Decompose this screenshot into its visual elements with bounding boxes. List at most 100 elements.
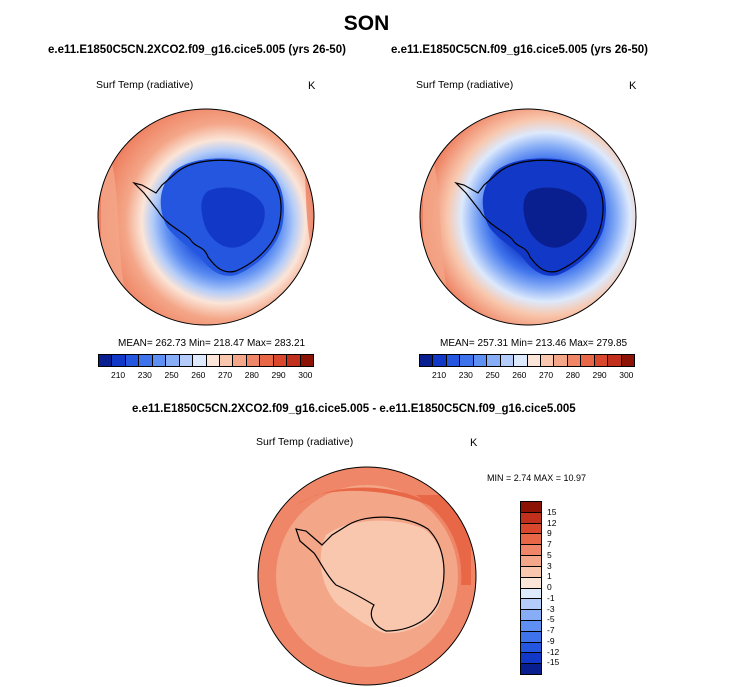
colorbar-swatch [527, 355, 541, 366]
colorbar-tick-label: 7 [547, 539, 552, 549]
diff-colorbar-ticks: 15 12 9 7 5 3 1 0 -1 -3 -5 -7 -9 -12 -15 [547, 501, 571, 673]
colorbar-tick-label: 5 [547, 549, 552, 560]
left-colorbar-ticks: 210 230 250 260 270 280 290 300 [98, 370, 312, 382]
right-unit-label: K [629, 80, 637, 92]
colorbar-swatch [521, 534, 541, 546]
colorbar-tick-label: 9 [547, 528, 552, 539]
colorbar-swatch [460, 355, 474, 366]
colorbar-tick-label: 12 [547, 517, 557, 528]
colorbar-tick-label: 210 [431, 370, 447, 380]
colorbar-swatch [125, 355, 140, 366]
colorbar-swatch [514, 355, 528, 366]
colorbar-swatch [273, 355, 288, 366]
colorbar-swatch [540, 355, 555, 366]
colorbar-swatch [139, 355, 153, 366]
colorbar-swatch [179, 355, 194, 366]
colorbar-tick-label: -9 [547, 635, 555, 646]
colorbar-tick-label: 270 [217, 370, 233, 380]
colorbar-swatch [233, 355, 247, 366]
colorbar-tick-label: -7 [547, 625, 555, 635]
colorbar-tick-label: 270 [538, 370, 554, 380]
colorbar-swatch [521, 577, 541, 589]
colorbar-swatch [521, 588, 541, 600]
colorbar-tick-label: 0 [547, 582, 552, 592]
colorbar-tick-label: 3 [547, 560, 552, 571]
colorbar-tick-label: 230 [458, 370, 473, 380]
colorbar-swatch [521, 664, 541, 674]
colorbar-swatch [608, 355, 622, 366]
colorbar-tick-label: 260 [512, 370, 527, 380]
diff-polar-map [257, 466, 477, 686]
colorbar-tick-label: 250 [485, 370, 500, 380]
colorbar-swatch [500, 355, 515, 366]
colorbar-tick-label: 280 [565, 370, 580, 380]
left-stats: MEAN= 262.73 Min= 218.47 Max= 283.21 [118, 338, 306, 349]
colorbar-swatch [219, 355, 234, 366]
colorbar-tick-label: 260 [191, 370, 206, 380]
right-stats: MEAN= 257.31 Min= 213.46 Max= 279.85 [440, 338, 628, 349]
colorbar-swatch [521, 610, 541, 621]
right-variable-label: Surf Temp (radiative) [416, 79, 514, 91]
diff-variable-label: Surf Temp (radiative) [256, 436, 354, 448]
diff-unit-label: K [470, 437, 478, 449]
colorbar-tick-label: 1 [547, 571, 552, 582]
colorbar-swatch [166, 355, 180, 366]
colorbar-swatch [521, 599, 541, 611]
colorbar-swatch [521, 631, 541, 643]
colorbar-swatch [521, 620, 541, 632]
colorbar-tick-label: 290 [271, 370, 286, 380]
colorbar-tick-label: 290 [592, 370, 607, 380]
colorbar-swatch [446, 355, 461, 366]
colorbar-swatch [152, 355, 167, 366]
colorbar-swatch [206, 355, 220, 366]
colorbar-tick-label: 15 [547, 506, 557, 517]
season-title: SON [343, 12, 390, 35]
colorbar-tick-label: 230 [137, 370, 152, 380]
colorbar-swatch [521, 566, 541, 578]
colorbar-swatch [473, 355, 488, 366]
colorbar-tick-label: 280 [244, 370, 259, 380]
colorbar-swatch [521, 545, 541, 557]
colorbar-tick-label: -5 [547, 614, 555, 625]
colorbar-swatch [300, 355, 313, 366]
right-colorbar [419, 354, 635, 367]
colorbar-swatch [554, 355, 568, 366]
right-panel-title: e.e11.E1850C5CN.f09_g16.cice5.005 (yrs 2… [391, 44, 649, 56]
colorbar-swatch [420, 355, 434, 366]
colorbar-swatch [433, 355, 447, 366]
colorbar-swatch [287, 355, 301, 366]
left-colorbar [98, 354, 314, 367]
colorbar-swatch [193, 355, 207, 366]
colorbar-tick-label: -3 [547, 603, 555, 614]
right-polar-map [419, 108, 637, 326]
colorbar-swatch [246, 355, 261, 366]
colorbar-tick-label: 300 [298, 370, 313, 380]
colorbar-tick-label: -15 [547, 657, 560, 668]
left-unit-label: K [308, 80, 316, 92]
colorbar-tick-label: 250 [164, 370, 179, 380]
colorbar-swatch [521, 502, 541, 513]
colorbar-swatch [521, 653, 541, 665]
left-polar-map [97, 108, 315, 326]
colorbar-swatch [621, 355, 634, 366]
colorbar-swatch [99, 355, 113, 366]
colorbar-swatch [260, 355, 274, 366]
colorbar-swatch [521, 512, 541, 524]
colorbar-swatch [521, 556, 541, 567]
colorbar-swatch [581, 355, 595, 366]
colorbar-swatch [112, 355, 126, 366]
colorbar-swatch [521, 523, 541, 535]
diff-stats: MIN = 2.74 MAX = 10.97 [487, 473, 587, 483]
diff-panel-title: e.e11.E1850C5CN.2XCO2.f09_g16.cice5.005 … [132, 403, 576, 415]
right-colorbar-ticks: 210 230 250 260 270 280 290 300 [419, 370, 633, 382]
colorbar-tick-label: 210 [110, 370, 126, 380]
colorbar-swatch [487, 355, 501, 366]
left-variable-label: Surf Temp (radiative) [96, 79, 194, 91]
colorbar-swatch [521, 642, 541, 654]
colorbar-swatch [594, 355, 609, 366]
colorbar-swatch [567, 355, 582, 366]
left-panel-title: e.e11.E1850C5CN.2XCO2.f09_g16.cice5.005 … [48, 44, 346, 56]
colorbar-tick-label: -1 [547, 592, 555, 603]
diff-colorbar [520, 501, 542, 675]
colorbar-tick-label: -12 [547, 646, 560, 657]
